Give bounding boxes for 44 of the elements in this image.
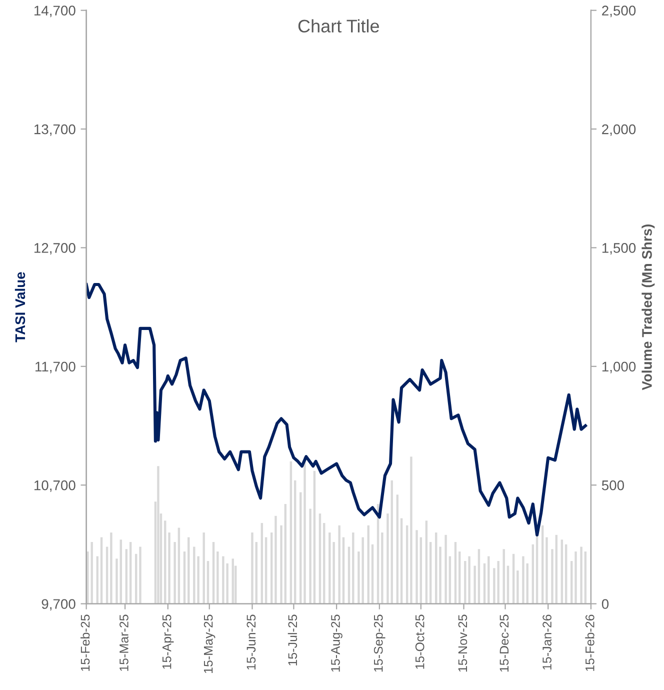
x-tick-label: 15-Mar-25 bbox=[120, 614, 128, 671]
y-tick-label: 13,700 bbox=[34, 124, 76, 136]
line-series bbox=[86, 282, 587, 536]
y2-tick-label: 0 bbox=[602, 599, 609, 609]
x-tick-label: 15-Aug-25 bbox=[331, 614, 342, 672]
x-tick-label: 15-Jan-26 bbox=[542, 614, 552, 670]
y2-tick-label: 1,000 bbox=[602, 362, 636, 374]
bar bbox=[425, 520, 428, 604]
bar bbox=[202, 532, 205, 604]
y2-axis-title: Volume Traded (Mn Shrs) bbox=[642, 224, 655, 390]
y-tick-label: 11,700 bbox=[36, 362, 76, 374]
bar bbox=[313, 470, 316, 604]
bar bbox=[323, 523, 326, 604]
x-tick-label: 15-May-25 bbox=[204, 614, 216, 673]
bar bbox=[157, 466, 160, 604]
y2-tick-label: 1,500 bbox=[602, 243, 636, 255]
bar bbox=[120, 540, 122, 604]
y-axis-title: TASI Value bbox=[14, 272, 26, 342]
y2-tick-label: 2,500 bbox=[602, 6, 636, 18]
bar bbox=[410, 456, 412, 604]
bar bbox=[444, 534, 447, 604]
x-tick-label: 15-Apr-25 bbox=[162, 614, 174, 669]
x-tick-label: 15-Oct-25 bbox=[415, 614, 424, 669]
bar bbox=[290, 461, 292, 604]
bar bbox=[390, 480, 393, 604]
y-tick-label: 12,700 bbox=[34, 243, 76, 255]
y2-tick-label: 500 bbox=[602, 480, 624, 490]
y-tick-label: 9,700 bbox=[42, 599, 76, 611]
y-tick-label: 14,700 bbox=[34, 6, 76, 18]
y2-tick-label: 2,000 bbox=[602, 124, 636, 136]
bar bbox=[396, 494, 399, 604]
x-tick-label: 15-Feb-25 bbox=[80, 614, 90, 671]
x-tick-label: 15-Jun-25 bbox=[246, 614, 256, 670]
x-tick-label: 15-Sep-25 bbox=[374, 614, 386, 672]
bar bbox=[294, 480, 296, 604]
x-tick-label: 15-Nov-25 bbox=[458, 614, 468, 672]
chart-title: Chart Title bbox=[298, 19, 379, 33]
x-tick-label: 15-Dec-25 bbox=[500, 614, 509, 672]
bar bbox=[560, 540, 564, 604]
bar bbox=[318, 514, 322, 604]
bar bbox=[260, 523, 264, 604]
x-tick-label: 15-Jul-25 bbox=[288, 614, 298, 666]
x-tick-label: 15-Feb-26 bbox=[585, 614, 594, 671]
y-tick-label: 10,700 bbox=[34, 480, 76, 492]
